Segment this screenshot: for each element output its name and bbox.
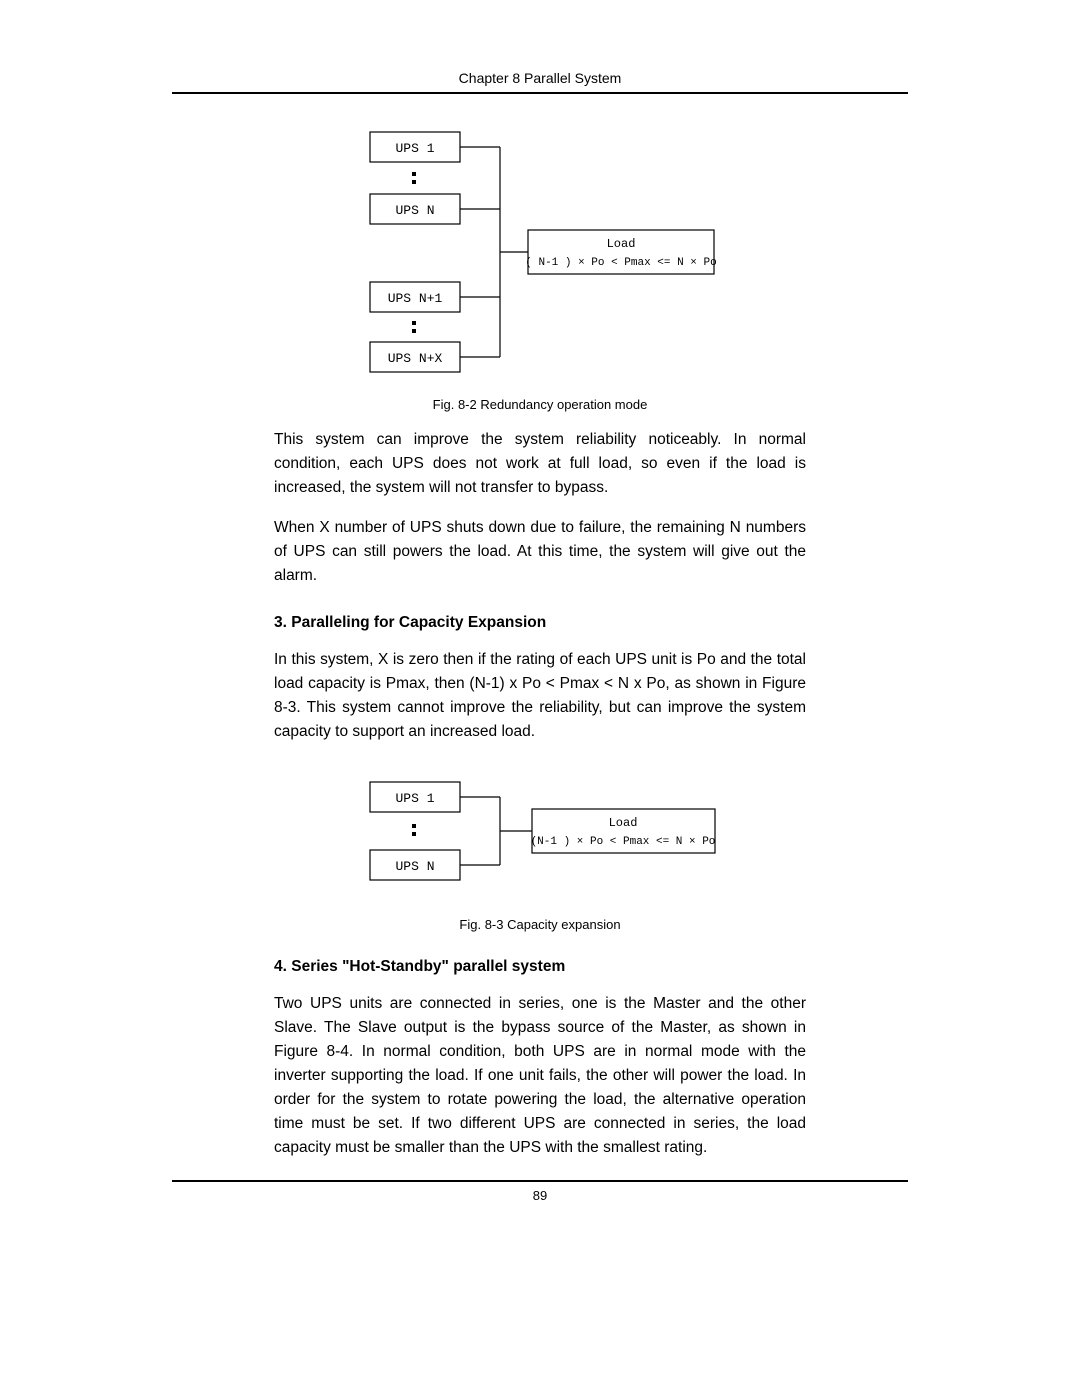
page-number: 89 xyxy=(0,1188,1080,1203)
fig83-load-formula: (N-1 ) × Po < Pmax <= N × Po xyxy=(531,836,716,848)
header-rule xyxy=(172,92,908,94)
upsNX-label: UPS N+X xyxy=(388,351,443,366)
fig83-caption: Fig. 8-3 Capacity expansion xyxy=(274,917,806,932)
footer-rule xyxy=(172,1180,908,1182)
fig83-upsN-label: UPS N xyxy=(395,859,434,874)
fig82-caption: Fig. 8-2 Redundancy operation mode xyxy=(274,397,806,412)
ups1-label: UPS 1 xyxy=(395,141,434,156)
fig-8-3-svg: UPS 1 UPS N Load (N-1 ) × Po < Pmax <= N… xyxy=(360,772,720,902)
fig83-ups1-label: UPS 1 xyxy=(395,791,434,806)
fig-8-2-svg: UPS 1 UPS N UPS N+1 UPS N+X xyxy=(360,122,720,382)
fig83-load-label: Load xyxy=(609,816,638,830)
paragraph-1: This system can improve the system relia… xyxy=(274,428,806,500)
upsN1-label: UPS N+1 xyxy=(388,291,443,306)
load-label-1: Load xyxy=(607,237,636,251)
figure-8-3: UPS 1 UPS N Load (N-1 ) × Po < Pmax <= N… xyxy=(274,772,806,932)
heading-4: 4. Series "Hot-Standby" parallel system xyxy=(274,958,806,976)
chapter-header: Chapter 8 Parallel System xyxy=(0,70,1080,92)
content-column: UPS 1 UPS N UPS N+1 UPS N+X xyxy=(274,122,806,1160)
paragraph-3: In this system, X is zero then if the ra… xyxy=(274,648,806,744)
paragraph-4: Two UPS units are connected in series, o… xyxy=(274,992,806,1160)
upsN-label: UPS N xyxy=(395,203,434,218)
paragraph-2: When X number of UPS shuts down due to f… xyxy=(274,516,806,588)
load-formula-1: ( N-1 ) × Po < Pmax <= N × Po xyxy=(525,257,716,269)
figure-8-2: UPS 1 UPS N UPS N+1 UPS N+X xyxy=(274,122,806,412)
heading-3: 3. Paralleling for Capacity Expansion xyxy=(274,614,806,632)
page: Chapter 8 Parallel System UPS 1 UPS N UP… xyxy=(0,0,1080,1243)
